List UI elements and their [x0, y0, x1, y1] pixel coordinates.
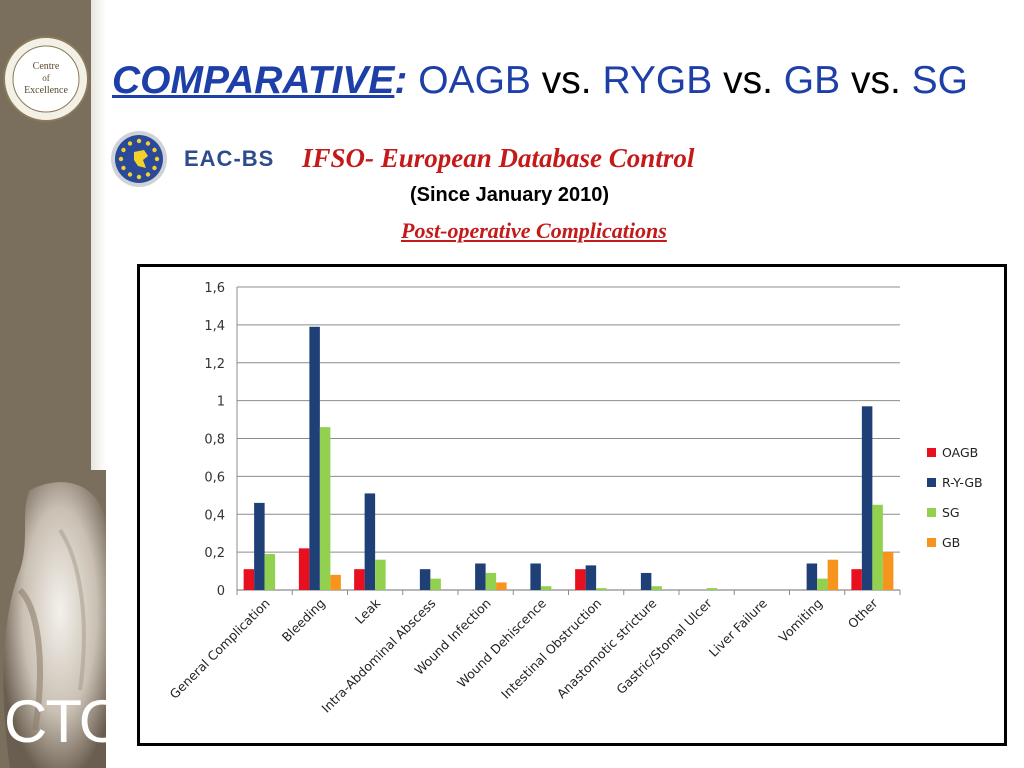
bar-gb-10: [827, 559, 839, 590]
bar-r-y-gb-0: [254, 502, 265, 590]
bar-sg-6: [596, 588, 607, 590]
svg-text:Centre: Centre: [33, 61, 60, 72]
svg-text:of: of: [42, 73, 50, 83]
complications-bar-chart: 0 0,2 0,4 0,6 0,8 1 1,2 1,4 1,6 General Complicat…: [167, 281, 983, 716]
x-category-label: Other: [845, 595, 881, 631]
legend-swatch-r-y-gb: [927, 478, 936, 487]
title-keyword: COMPARATIVE: [112, 59, 395, 102]
bar-oagb-0: [243, 569, 255, 590]
legend-label: GB: [942, 535, 960, 550]
y-tick-label: 1,2: [204, 357, 225, 372]
legend-swatch-gb: [927, 538, 936, 547]
bar-gb-4: [496, 582, 507, 590]
bar-r-y-gb-2: [364, 493, 376, 590]
watermark-text: CTO: [4, 688, 126, 755]
title-vs: vs.: [530, 59, 592, 102]
database-title: IFSO- European Database Control: [302, 143, 695, 173]
title-vs: vs.: [840, 59, 901, 102]
chart-title: Post-operative Complications: [401, 218, 667, 243]
bar-r-y-gb-3: [419, 569, 431, 590]
bar-sg-10: [817, 578, 828, 590]
bar-r-y-gb-6: [585, 565, 597, 590]
x-category-label: General Complication: [167, 596, 273, 702]
chart-frame: 0 0,2 0,4 0,6 0,8 1 1,2 1,4 1,6 General Complicat…: [137, 264, 1007, 746]
bar-sg-5: [540, 586, 552, 590]
y-tick-label: 0,2: [204, 546, 225, 561]
bar-r-y-gb-5: [530, 563, 541, 590]
slide-title: COMPARATIVE: OAGB vs. RYGB vs. GB vs. SG: [112, 59, 968, 103]
bar-oagb-1: [298, 548, 310, 590]
bar-r-y-gb-7: [640, 572, 652, 590]
y-tick-label: 1,4: [204, 319, 225, 334]
y-tick-label: 0,4: [204, 508, 225, 523]
eac-bs-label: EAC-BS: [184, 146, 275, 171]
bar-sg-8: [706, 588, 718, 590]
bar-gb-1: [330, 574, 341, 590]
y-tick-label: 0,8: [204, 433, 225, 448]
y-tick-label: 1: [217, 395, 225, 410]
title-rest: OAGB vs. RYGB vs. GB vs. SG: [407, 59, 968, 102]
title-colon: :: [394, 59, 408, 102]
bar-sg-1: [319, 427, 331, 590]
bar-sg-7: [651, 586, 662, 590]
bar-oagb-11: [851, 569, 862, 590]
x-category-label: Leak: [352, 595, 384, 627]
title-proc-gb: GB: [772, 59, 841, 102]
title-proc-oagb: OAGB: [407, 59, 531, 102]
bar-sg-0: [264, 554, 276, 590]
bar-r-y-gb-10: [806, 563, 818, 590]
x-category-label: Bleeding: [279, 596, 328, 645]
bar-sg-3: [430, 578, 441, 590]
centre-of-excellence-seal: Centre of Excellence: [2, 33, 90, 125]
bar-sg-11: [872, 504, 883, 590]
title-proc-sg: SG: [900, 59, 968, 102]
x-category-label: Intestinal Obstruction: [498, 596, 604, 702]
bar-r-y-gb-1: [309, 326, 320, 590]
bar-sg-2: [375, 559, 386, 590]
title-vs: vs.: [712, 59, 773, 102]
legend-swatch-sg: [927, 508, 936, 517]
bar-oagb-2: [354, 569, 365, 590]
x-category-label: Gastric/Stomal Ulcer: [613, 595, 715, 697]
bar-oagb-6: [575, 569, 586, 590]
x-category-label: Intra-Abdominal Abscess: [318, 596, 438, 716]
legend-swatch-oagb: [927, 448, 936, 457]
y-tick-label: 0: [217, 584, 225, 599]
sculpture-photo: [0, 470, 106, 768]
legend-label: OAGB: [942, 445, 978, 460]
eac-bs-logo-icon: [110, 130, 168, 188]
bar-r-y-gb-4: [475, 563, 486, 590]
title-proc-rygb: RYGB: [591, 59, 713, 102]
x-category-label: Vomiting: [776, 596, 826, 646]
x-category-label: Liver Failure: [706, 595, 770, 659]
y-tick-label: 0,6: [204, 470, 225, 485]
legend-label: R-Y-GB: [942, 475, 983, 490]
bar-r-y-gb-11: [861, 406, 873, 590]
svg-text:Excellence: Excellence: [24, 85, 68, 96]
y-tick-label: 1,6: [204, 281, 225, 296]
bar-sg-4: [485, 572, 497, 590]
since-date: (Since January 2010): [410, 184, 609, 206]
legend-label: SG: [942, 505, 960, 520]
x-category-label: Anastomotic stricture: [554, 595, 660, 701]
bar-gb-11: [882, 552, 894, 590]
